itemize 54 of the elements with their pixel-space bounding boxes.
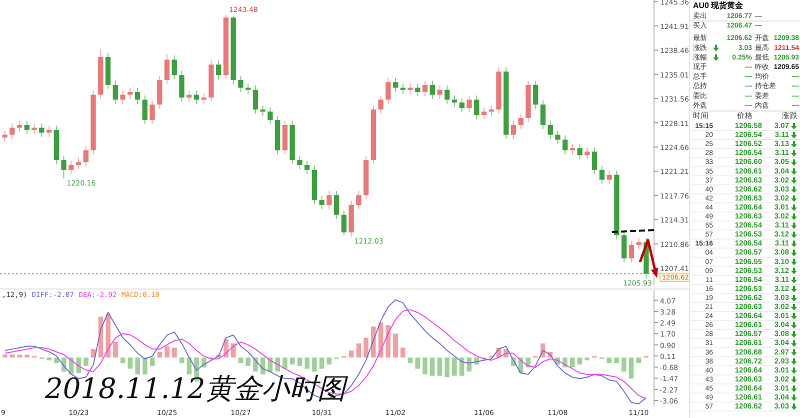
bar — [282, 357, 288, 369]
bar — [290, 357, 295, 365]
bar — [238, 357, 244, 364]
bar — [106, 314, 111, 358]
bar — [393, 334, 398, 358]
bar — [570, 357, 575, 368]
bar — [356, 343, 362, 358]
bar — [636, 357, 642, 364]
bar — [120, 357, 126, 364]
bar — [415, 357, 420, 369]
bar — [46, 357, 52, 360]
bar — [253, 357, 258, 372]
bar — [364, 338, 368, 358]
bar — [297, 357, 302, 366]
bar — [150, 357, 155, 366]
bar — [371, 326, 376, 358]
bar — [584, 357, 590, 360]
bar — [17, 354, 22, 358]
bar — [113, 342, 118, 358]
bar — [231, 343, 236, 358]
bar — [622, 357, 626, 372]
bar — [422, 357, 428, 374]
bar — [128, 357, 133, 369]
bar — [246, 357, 251, 366]
bar — [172, 348, 177, 358]
bar — [2, 354, 8, 358]
bar — [326, 357, 332, 365]
bar — [135, 357, 140, 374]
text: AU0 现货黄金 — [693, 1, 744, 10]
bar — [10, 354, 15, 358]
bar — [452, 357, 457, 376]
bar — [430, 357, 435, 376]
bar — [157, 352, 162, 358]
bar — [54, 357, 59, 364]
bar — [312, 357, 317, 372]
bar — [84, 357, 88, 366]
bar — [164, 346, 170, 358]
bar — [444, 357, 450, 378]
bar — [606, 357, 612, 364]
bar — [24, 354, 30, 358]
bar — [386, 325, 391, 358]
bar — [142, 357, 148, 374]
bar — [628, 357, 634, 379]
bar — [304, 357, 310, 369]
bar — [319, 357, 324, 369]
bar — [400, 348, 406, 358]
bar — [614, 357, 619, 364]
bar — [275, 357, 280, 372]
bar — [348, 350, 354, 358]
bar — [179, 357, 184, 364]
bar — [408, 357, 413, 364]
bar — [577, 357, 582, 365]
bar — [260, 357, 266, 374]
bar — [437, 357, 442, 376]
